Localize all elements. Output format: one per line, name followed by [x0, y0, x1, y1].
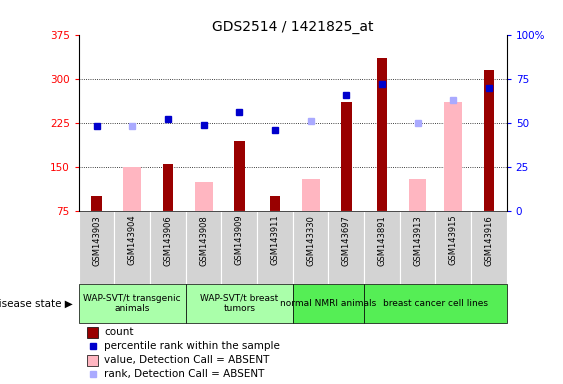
Bar [444, 102, 462, 211]
Bar [400, 211, 435, 284]
Text: GSM143697: GSM143697 [342, 215, 351, 266]
Text: WAP-SVT/t transgenic
animals: WAP-SVT/t transgenic animals [83, 294, 181, 313]
Text: percentile rank within the sample: percentile rank within the sample [105, 341, 280, 351]
Text: value, Detection Call = ABSENT: value, Detection Call = ABSENT [105, 355, 270, 365]
Bar [364, 284, 507, 323]
Text: GSM143903: GSM143903 [92, 215, 101, 266]
Bar [377, 58, 387, 211]
Bar [257, 211, 293, 284]
Bar [91, 197, 102, 211]
Bar [79, 284, 186, 323]
Bar [435, 211, 471, 284]
Text: WAP-SVT/t breast
tumors: WAP-SVT/t breast tumors [200, 294, 278, 313]
Text: disease state ▶: disease state ▶ [0, 298, 73, 308]
Bar [270, 197, 280, 211]
Text: normal NMRI animals: normal NMRI animals [280, 299, 377, 308]
Text: count: count [105, 327, 134, 337]
Bar [364, 211, 400, 284]
Bar [409, 179, 427, 211]
Bar [87, 355, 98, 366]
Bar [293, 284, 364, 323]
Text: GSM143916: GSM143916 [484, 215, 493, 266]
Bar [123, 167, 141, 211]
Bar [293, 211, 328, 284]
Text: GSM143911: GSM143911 [270, 215, 279, 265]
Bar [79, 211, 114, 284]
Bar [150, 211, 186, 284]
Text: GSM143915: GSM143915 [449, 215, 458, 265]
Bar [163, 164, 173, 211]
Bar [114, 211, 150, 284]
Text: GSM143908: GSM143908 [199, 215, 208, 266]
Bar [341, 102, 351, 211]
Text: GSM143904: GSM143904 [128, 215, 137, 265]
Bar [471, 211, 507, 284]
Bar [186, 284, 293, 323]
Bar [484, 70, 494, 211]
Bar [221, 211, 257, 284]
Bar [186, 211, 221, 284]
Text: rank, Detection Call = ABSENT: rank, Detection Call = ABSENT [105, 369, 265, 379]
Text: GSM143906: GSM143906 [163, 215, 172, 266]
Title: GDS2514 / 1421825_at: GDS2514 / 1421825_at [212, 20, 373, 33]
Text: GSM143909: GSM143909 [235, 215, 244, 265]
Text: breast cancer cell lines: breast cancer cell lines [383, 299, 488, 308]
Bar [302, 179, 320, 211]
Text: GSM143913: GSM143913 [413, 215, 422, 266]
Bar [195, 182, 213, 211]
Bar [328, 211, 364, 284]
Bar [87, 327, 98, 338]
Text: GSM143891: GSM143891 [377, 215, 386, 266]
Text: GSM143330: GSM143330 [306, 215, 315, 266]
Bar [234, 141, 245, 211]
